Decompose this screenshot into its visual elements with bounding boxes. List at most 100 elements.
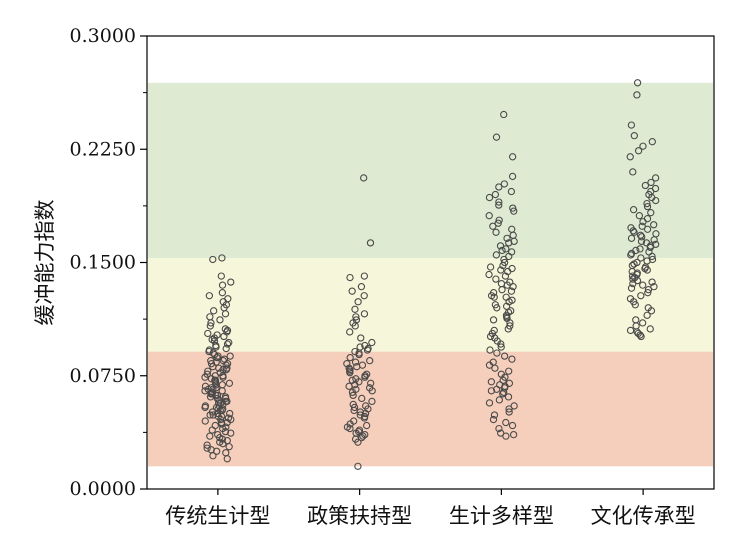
point-s3-75 xyxy=(643,311,651,319)
point-s2-56 xyxy=(504,325,512,333)
point-s1-6 xyxy=(360,292,368,300)
point-s0-37 xyxy=(213,353,221,362)
point-s1-16 xyxy=(368,338,376,347)
point-s0-29 xyxy=(212,343,220,351)
point-s1-14 xyxy=(346,328,354,336)
point-s2-65 xyxy=(493,349,501,357)
point-s0-32 xyxy=(205,347,213,356)
point-s1-8 xyxy=(351,305,359,313)
point-s2-22 xyxy=(505,239,513,247)
point-s2-41 xyxy=(507,287,516,295)
point-s3-2 xyxy=(627,121,636,129)
point-s2-84 xyxy=(504,393,513,401)
point-s3-5 xyxy=(639,142,647,150)
point-s1-45 xyxy=(368,387,376,395)
point-s1-26 xyxy=(351,358,360,366)
point-s0-27 xyxy=(223,340,232,348)
point-s2-18 xyxy=(492,228,500,236)
point-s0-16 xyxy=(206,322,214,330)
point-s0-128 xyxy=(218,381,226,389)
point-s0-1 xyxy=(209,255,217,264)
point-s3-54 xyxy=(643,266,651,274)
point-s1-25 xyxy=(366,356,374,365)
point-s2-64 xyxy=(486,346,494,354)
point-s0-44 xyxy=(215,364,223,372)
point-s3-20 xyxy=(647,209,655,217)
point-s2-35 xyxy=(501,272,510,280)
point-s3-66 xyxy=(627,284,636,292)
point-s2-14 xyxy=(495,216,503,224)
point-s1-56 xyxy=(361,409,370,418)
point-s0-125 xyxy=(214,399,223,407)
point-s2-99 xyxy=(502,293,510,301)
point-s0-102 xyxy=(203,441,211,449)
point-s3-80 xyxy=(626,326,635,335)
point-s3-83 xyxy=(636,331,644,339)
point-s3-60 xyxy=(629,275,637,283)
point-s3-69 xyxy=(637,292,645,300)
point-s1-47 xyxy=(349,391,357,400)
point-s2-1 xyxy=(492,133,501,141)
point-s3-62 xyxy=(648,278,656,286)
point-s2-23 xyxy=(496,242,505,250)
y-tick-label-3: 0.2250 xyxy=(70,138,136,160)
y-tick-label-4: 0.3000 xyxy=(70,25,136,47)
point-s2-81 xyxy=(487,387,496,395)
point-s1-62 xyxy=(362,421,371,430)
point-s3-27 xyxy=(643,225,652,233)
point-s2-71 xyxy=(505,367,513,375)
point-s0-108 xyxy=(209,452,217,460)
point-s0-63 xyxy=(201,387,209,395)
point-s2-15 xyxy=(494,219,502,227)
point-s2-3 xyxy=(508,172,517,181)
point-s2-9 xyxy=(495,198,503,206)
point-s2-63 xyxy=(497,343,505,351)
point-s3-35 xyxy=(637,237,646,246)
point-s2-10 xyxy=(495,201,503,209)
point-s2-75 xyxy=(487,378,496,386)
x-category-label-1: 政策扶持型 xyxy=(307,504,412,528)
point-s3-10 xyxy=(647,178,655,187)
x-category-label-2: 生计多样型 xyxy=(449,504,554,528)
point-s0-2 xyxy=(217,272,225,280)
point-s3-25 xyxy=(638,222,646,230)
point-s3-77 xyxy=(638,319,647,327)
y-tick-label-1: 0.0750 xyxy=(70,365,136,387)
point-s2-93 xyxy=(508,421,517,430)
point-s2-82 xyxy=(499,388,508,397)
point-s0-85 xyxy=(217,415,225,424)
point-s0-123 xyxy=(201,373,209,381)
point-s2-92 xyxy=(502,418,510,427)
point-s0-92 xyxy=(208,426,216,434)
point-s0-109 xyxy=(223,455,231,463)
point-s2-80 xyxy=(493,385,501,393)
point-s0-117 xyxy=(222,366,231,374)
point-s3-44 xyxy=(627,251,635,259)
point-s3-37 xyxy=(651,240,660,249)
point-s0-112 xyxy=(211,376,220,384)
x-category-label-3: 文化传承型 xyxy=(591,504,696,528)
point-s2-101 xyxy=(497,279,506,288)
point-s3-6 xyxy=(634,147,643,155)
point-s2-6 xyxy=(507,187,516,196)
point-s3-63 xyxy=(629,279,637,288)
point-s1-20 xyxy=(363,346,372,354)
point-s2-7 xyxy=(491,190,500,199)
point-s0-36 xyxy=(226,352,234,360)
point-s0-4 xyxy=(218,281,227,289)
point-s3-3 xyxy=(630,132,638,140)
point-s2-94 xyxy=(495,424,503,433)
y-tick-label-2: 0.1500 xyxy=(70,252,136,274)
point-s0-104 xyxy=(203,444,211,452)
point-s2-95 xyxy=(497,429,505,437)
point-s2-34 xyxy=(485,270,493,279)
point-s2-98 xyxy=(497,266,505,274)
point-s2-86 xyxy=(485,399,494,407)
point-s2-53 xyxy=(489,316,498,324)
point-s0-101 xyxy=(219,440,227,448)
point-s2-5 xyxy=(495,183,503,191)
point-s0-121 xyxy=(223,418,231,427)
point-s0-20 xyxy=(204,329,212,338)
point-s0-122 xyxy=(209,385,217,393)
